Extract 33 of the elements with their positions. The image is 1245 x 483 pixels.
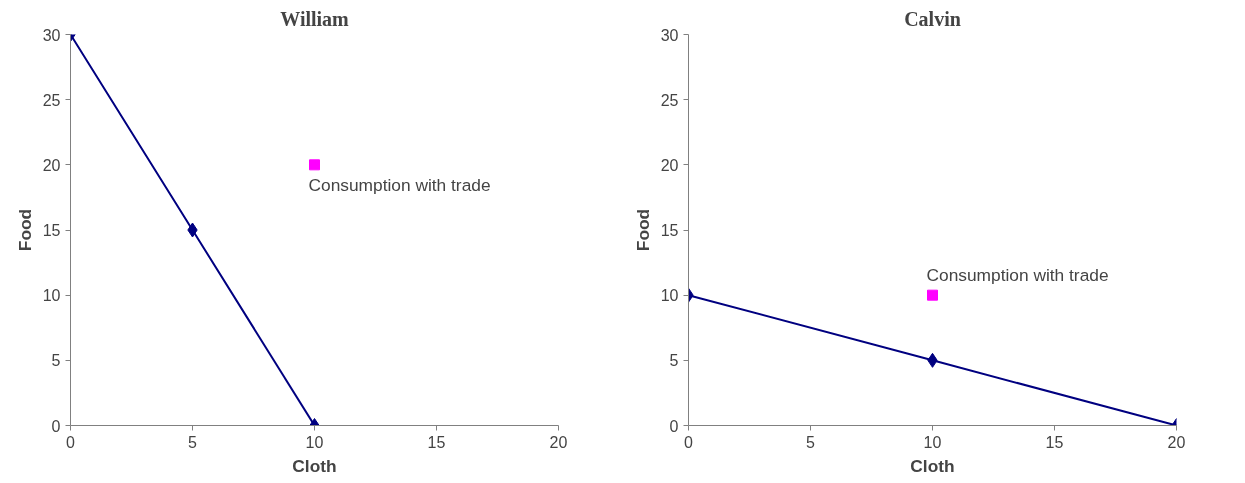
y-tick-label: 30 [42,26,61,44]
y-tick-label: 30 [660,26,679,44]
chart-title: Calvin [904,7,961,30]
y-tick-label: 5 [51,352,61,370]
y-axis-title: Food [14,208,35,252]
x-tick-label: 0 [66,433,76,451]
x-axis-title: Cloth [910,455,955,476]
x-tick-label: 15 [427,433,446,451]
x-tick-label: 10 [923,433,942,451]
y-tick-label: 0 [669,417,679,435]
y-tick-label: 15 [660,222,679,239]
y-tick-label: 25 [660,91,679,109]
chart-title: William [280,7,350,30]
x-tick-label: 15 [1045,433,1064,451]
x-axis-title: Cloth [292,455,337,476]
y-axis-title: Food [632,208,653,252]
x-tick-label: 0 [684,433,694,451]
annotation: Consumption with trade [926,265,1109,286]
x-tick-label: 20 [1167,433,1186,451]
y-tick-label: 5 [669,352,679,370]
y-tick-label: 15 [42,222,61,239]
y-tick-label: 25 [42,91,61,109]
y-tick-label: 0 [51,417,61,435]
point [309,159,320,171]
x-tick-label: 5 [806,433,816,451]
x-tick-label: 20 [549,433,568,451]
y-tick-label: 20 [660,156,679,174]
x-tick-label: 5 [188,433,198,451]
y-tick-label: 20 [42,156,61,174]
annotation: Consumption with trade [308,174,491,195]
y-tick-label: 10 [42,287,61,305]
y-tick-label: 10 [660,287,679,305]
x-tick-label: 10 [305,433,324,451]
